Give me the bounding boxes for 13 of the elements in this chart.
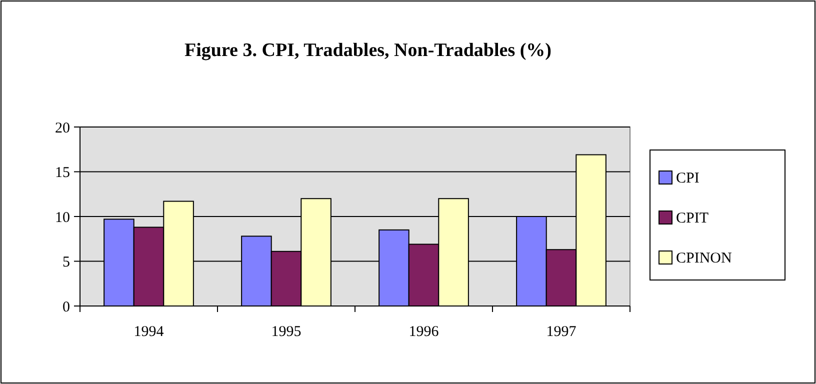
y-tick-label: 10: [55, 210, 70, 226]
y-tick-label: 5: [62, 254, 70, 270]
y-tick-label: 15: [55, 165, 70, 181]
legend-label: CPIT: [676, 210, 709, 226]
legend-label: CPI: [676, 170, 700, 186]
x-tick-label: 1997: [546, 324, 577, 340]
chart-title: Figure 3. CPI, Tradables, Non-Tradables (%): [184, 40, 552, 61]
y-tick-label: 20: [55, 120, 70, 136]
y-tick-label: 0: [62, 299, 70, 316]
legend-label: CPINON: [676, 250, 732, 266]
x-tick-label: 1994: [134, 324, 164, 340]
x-tick-label: 1996: [408, 324, 440, 340]
x-tick-label: 1995: [271, 324, 302, 340]
